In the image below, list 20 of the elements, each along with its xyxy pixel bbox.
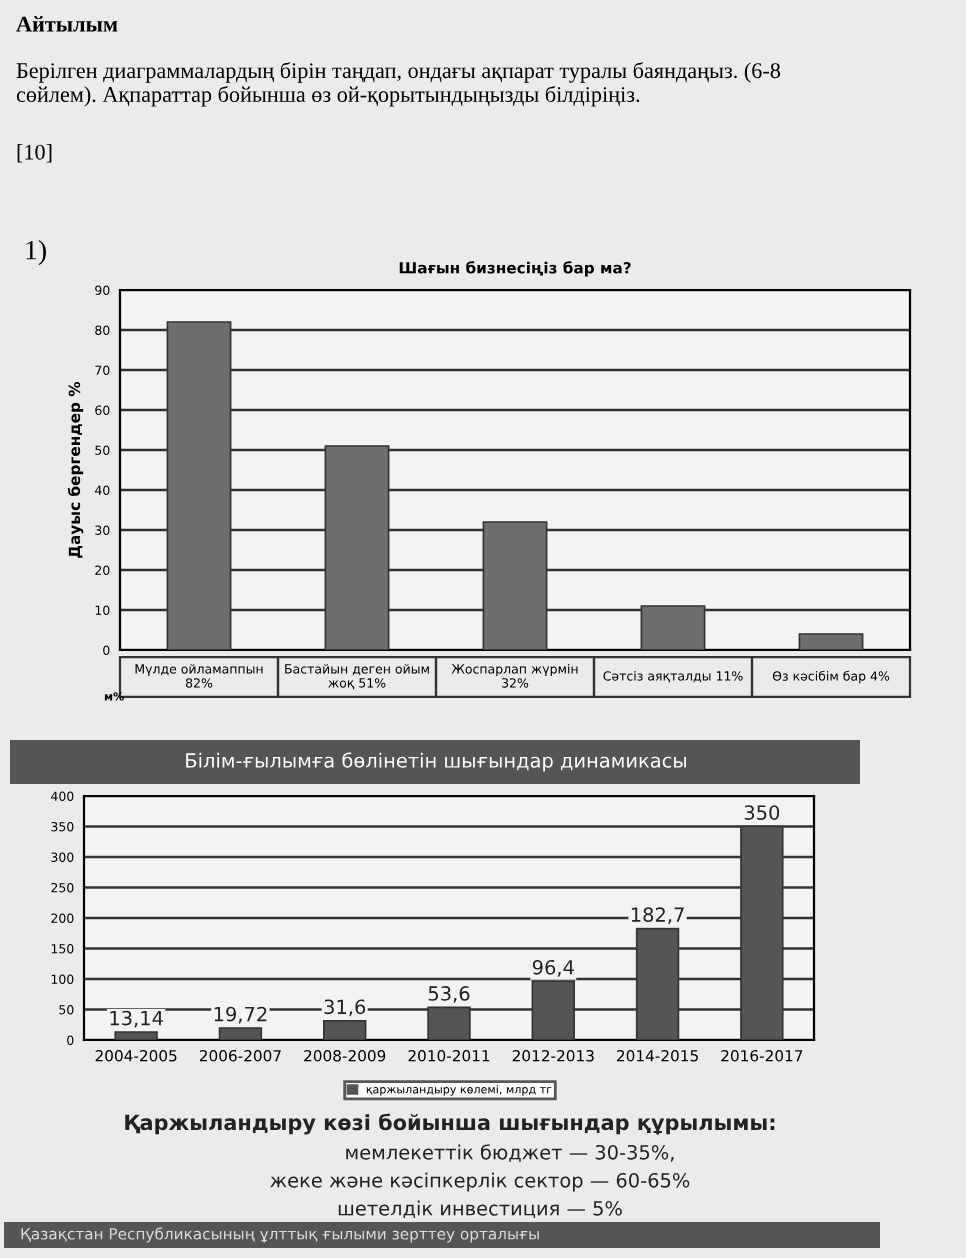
bar: [218, 1027, 263, 1040]
data-label: 96,4: [532, 959, 574, 977]
text: шетелдік инвестиция — 5%: [338, 1200, 622, 1219]
data-label: 182,7: [631, 907, 684, 924]
data-label: 13,14: [110, 1010, 163, 1028]
chart-title: Білім-ғылымға бөлінетін шығындар динамикасы: [186, 752, 686, 772]
data-label: 31,6: [324, 999, 366, 1017]
text: Айтылым: [16, 16, 118, 32]
bar: [798, 633, 864, 650]
data-label: 53,6: [428, 986, 470, 1003]
bar: [114, 1031, 158, 1040]
text: Қаржыландыру көзі бойынша шығындар құрылымы:: [125, 1113, 775, 1135]
data-label: 19,72: [214, 1006, 267, 1024]
data-label: 350: [744, 805, 780, 820]
text: 1): [26, 240, 46, 266]
text: жеке және кәсіпкерлік сектор — 60-65%: [270, 1172, 690, 1192]
text: Берілген диаграммалардың бірін таңдап, ондағы ақпарат туралы баяндаңыз. (6-8 сөйлем). Ақпараттар бойынша өз ой-қорытындыңызды білдіріңіз.: [16, 62, 781, 107]
text: мемлекеттік бюджет — 30-35%,: [346, 1144, 674, 1163]
bar: [323, 1019, 367, 1040]
text: [10]: [17, 144, 52, 163]
